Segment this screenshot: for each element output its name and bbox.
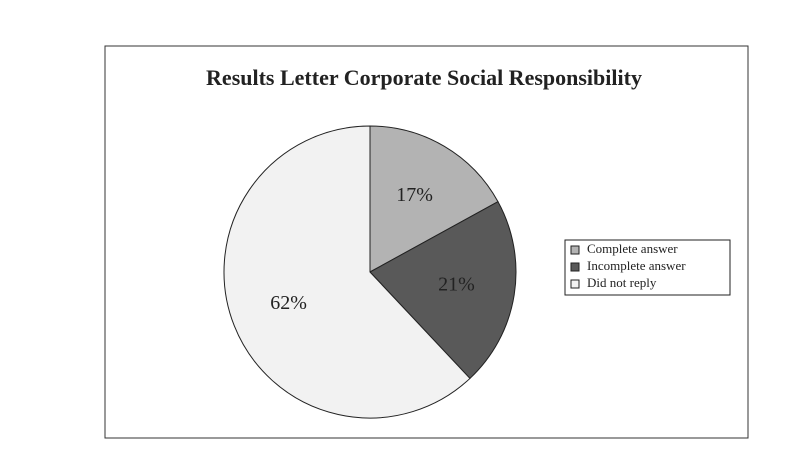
pie: 17% 21% 62% [223, 125, 517, 419]
pie-slice [369, 200, 517, 380]
legend-swatch [570, 262, 580, 272]
legend-box [564, 239, 731, 296]
legend-label: Complete answer [587, 241, 678, 256]
legend-swatch [570, 245, 580, 255]
slice-label: 17% [396, 184, 433, 206]
slice-label: 62% [270, 292, 307, 314]
legend-swatch [570, 279, 580, 289]
pie-slice [223, 125, 471, 419]
pie-slice [369, 125, 499, 273]
slice-label: 21% [438, 273, 475, 295]
chart-title: Results Letter Corporate Social Responsi… [206, 65, 642, 90]
legend-label: Did not reply [587, 275, 657, 290]
legend-label: Incomplete answer [587, 258, 686, 273]
legend: Complete answer Incomplete answer Did not … [570, 241, 686, 290]
